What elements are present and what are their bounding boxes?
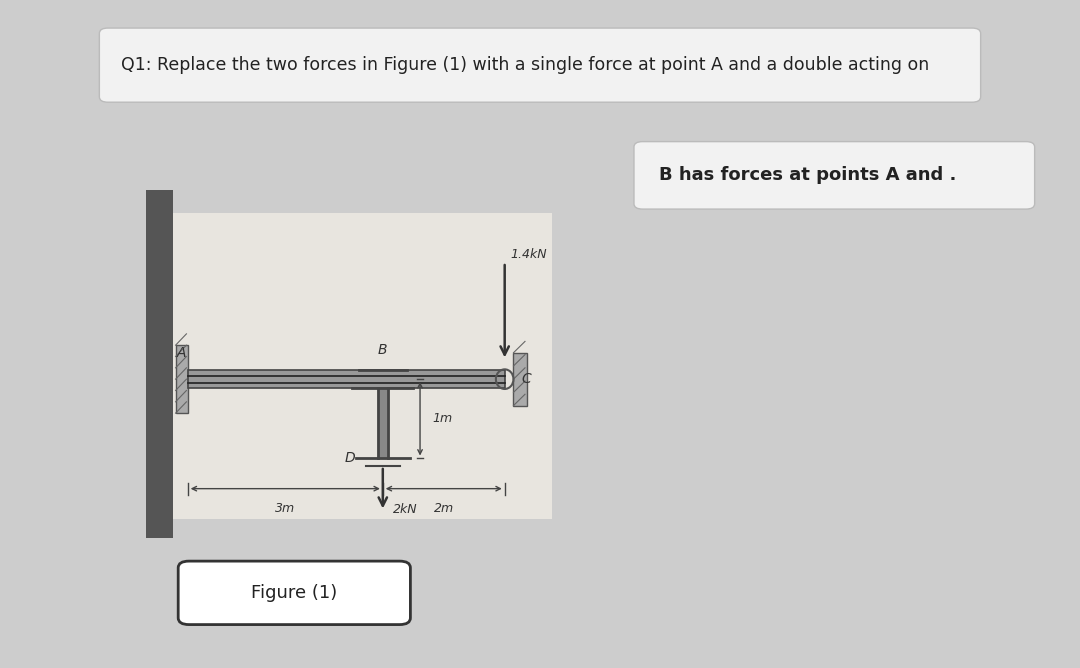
- Text: Figure (1): Figure (1): [252, 584, 337, 602]
- Text: A: A: [176, 346, 186, 360]
- Text: C: C: [522, 372, 531, 386]
- Text: 1m: 1m: [432, 412, 453, 425]
- Bar: [188, 370, 504, 388]
- Text: 2kN: 2kN: [393, 502, 418, 516]
- Text: Q1: Replace the two forces in Figure (1) with a single force at point A and a do: Q1: Replace the two forces in Figure (1)…: [121, 56, 929, 74]
- FancyBboxPatch shape: [99, 28, 981, 102]
- Text: D: D: [345, 452, 355, 466]
- Text: 2m: 2m: [434, 502, 454, 515]
- Bar: [176, 345, 188, 413]
- FancyBboxPatch shape: [178, 561, 410, 625]
- Text: B: B: [378, 343, 388, 357]
- Bar: [146, 190, 173, 538]
- Bar: [513, 353, 527, 405]
- Bar: [173, 213, 552, 519]
- Text: 1.4kN: 1.4kN: [510, 248, 546, 261]
- Text: 3m: 3m: [275, 502, 295, 515]
- FancyBboxPatch shape: [634, 142, 1035, 209]
- Text: B has forces at points A and .: B has forces at points A and .: [659, 166, 956, 184]
